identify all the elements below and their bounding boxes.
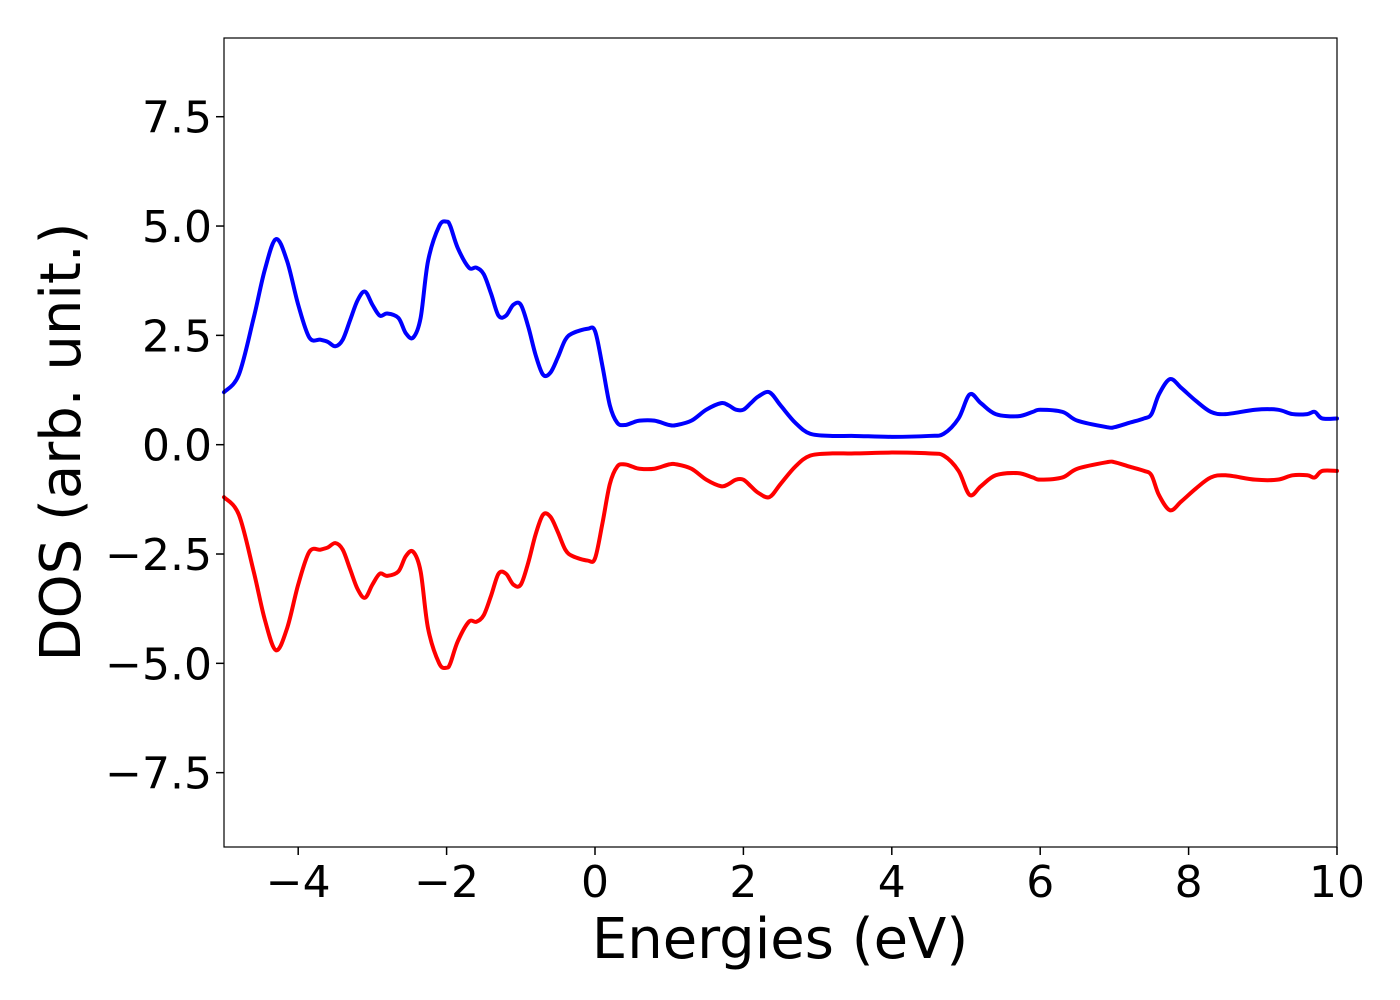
x-axis-title: Energies (eV): [592, 907, 968, 972]
y-tick-label: 5.0: [142, 202, 212, 253]
y-axis-title: DOS (arb. unit.): [29, 222, 94, 661]
y-tick-label: −2.5: [105, 530, 212, 581]
y-axis-ticks: 7.5 5.0 2.5 0.0 −2.5 −5.0 −7.5: [105, 93, 224, 800]
y-tick-label: 7.5: [142, 93, 212, 144]
axes-frame: [223, 37, 1338, 848]
y-tick-label: 2.5: [142, 311, 212, 362]
x-tick-label: −2: [414, 857, 479, 908]
plot-area: [222, 37, 1339, 848]
series-group: [222, 219, 1339, 671]
y-tick-label: 0.0: [142, 421, 212, 472]
x-tick-label: 10: [1309, 857, 1365, 908]
x-axis-ticks: −4 −2 0 2 4 6 8 10: [266, 847, 1365, 908]
x-tick-label: 8: [1175, 857, 1203, 908]
series-line-blue: [222, 219, 1339, 439]
y-tick-label: −5.0: [105, 639, 212, 690]
y-tick-label: −7.5: [105, 749, 212, 800]
series-line-red: [222, 450, 1339, 671]
x-tick-label: 2: [729, 857, 757, 908]
x-tick-label: 4: [878, 857, 906, 908]
x-tick-label: −4: [266, 857, 331, 908]
x-tick-label: 6: [1026, 857, 1054, 908]
x-tick-label: 0: [581, 857, 609, 908]
